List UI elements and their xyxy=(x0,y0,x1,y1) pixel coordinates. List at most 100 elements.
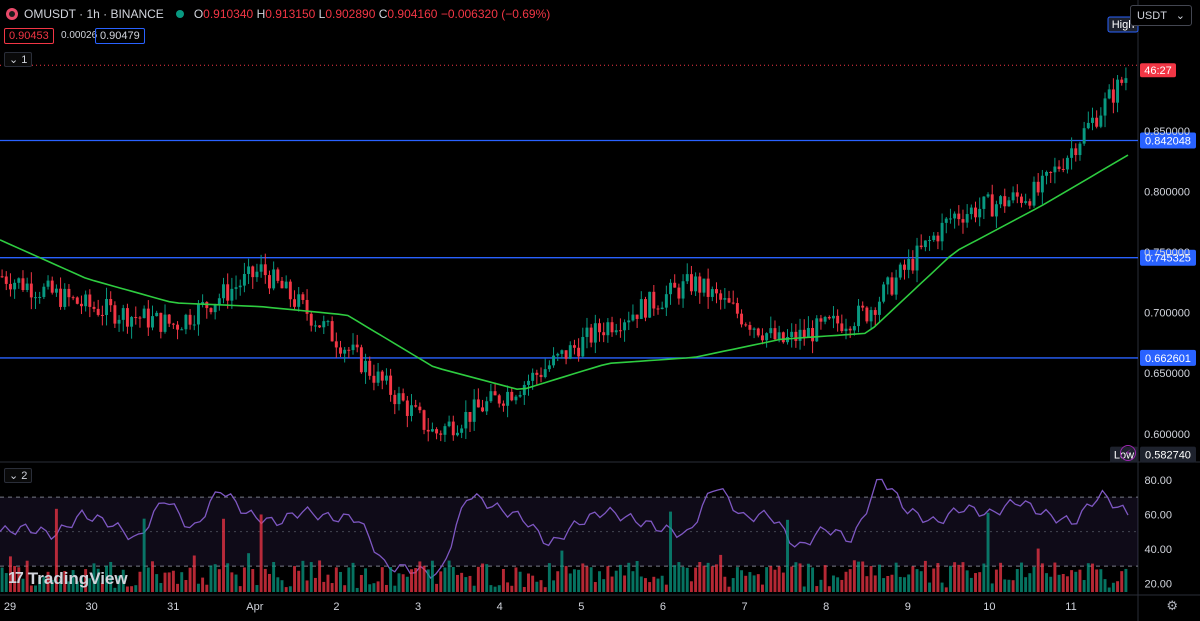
volume-bar xyxy=(1091,563,1094,592)
open-value: 0.910340 xyxy=(203,7,254,21)
volume-bar xyxy=(919,571,923,592)
volume-bar xyxy=(618,564,622,592)
candle-body xyxy=(631,314,635,321)
volume-bar xyxy=(823,565,827,592)
volume-bar xyxy=(1111,582,1115,592)
symbol-title[interactable]: OMUSDT · 1h · BINANCE xyxy=(24,7,164,21)
candle-body xyxy=(882,284,886,302)
candle-body xyxy=(301,294,305,300)
volume-bar xyxy=(188,567,192,592)
candle-body xyxy=(652,291,656,309)
lightning-icon[interactable]: ⚡ xyxy=(1120,445,1136,461)
volume-bar xyxy=(138,571,142,592)
volume-bar xyxy=(698,562,702,592)
volume-bar xyxy=(735,567,739,592)
volume-bar xyxy=(334,567,338,592)
candle-body xyxy=(201,302,205,305)
volume-bar xyxy=(50,579,54,592)
candle-body xyxy=(811,328,815,342)
candle-body xyxy=(121,308,125,320)
volume-bar xyxy=(234,574,238,592)
volume-bar xyxy=(794,562,798,592)
volume-bar xyxy=(155,574,159,592)
volume-bar xyxy=(911,566,915,592)
candle-body xyxy=(96,308,100,315)
volume-bar xyxy=(21,578,25,592)
price-tick-label: 0.650000 xyxy=(1144,368,1190,380)
volume-bar xyxy=(664,584,668,592)
volume-bar xyxy=(560,550,564,592)
volume-bar xyxy=(777,566,781,592)
candle-body xyxy=(890,277,894,295)
volume-bar xyxy=(669,511,672,592)
candle-body xyxy=(915,245,919,271)
volume-bar xyxy=(42,576,46,592)
buy-price-button[interactable]: 0.90479 xyxy=(95,28,145,44)
volume-bar xyxy=(38,576,42,592)
candle-body xyxy=(806,328,810,337)
candle-body xyxy=(911,259,915,271)
volume-bar xyxy=(1070,570,1074,592)
volume-bar xyxy=(948,565,952,592)
currency-selector[interactable]: USDT ⌄ xyxy=(1129,5,1192,26)
volume-bar xyxy=(543,587,547,592)
candle-body xyxy=(539,374,543,378)
candle-body xyxy=(171,323,175,325)
price-tick-label: 0.800000 xyxy=(1144,186,1190,198)
candle-body xyxy=(309,313,313,326)
volume-bar xyxy=(389,567,393,592)
candle-body xyxy=(393,394,397,405)
volume-bar xyxy=(105,565,108,592)
tradingview-logo[interactable]: 17 TradingView xyxy=(8,569,128,589)
candle-body xyxy=(330,321,334,342)
x-tick-label: 30 xyxy=(85,601,97,613)
candle-body xyxy=(765,333,769,341)
candle-body xyxy=(54,288,58,293)
volume-bar xyxy=(760,584,764,592)
volume-bar xyxy=(201,577,205,592)
volume-bar xyxy=(994,569,998,592)
x-tick-label: 7 xyxy=(741,601,747,613)
volume-bar xyxy=(857,561,860,592)
candle-body xyxy=(497,395,501,404)
volume-bar xyxy=(468,575,472,592)
candle-body xyxy=(180,329,184,331)
volume-bar xyxy=(125,586,129,592)
volume-bar xyxy=(75,581,79,592)
volume-bar xyxy=(222,518,225,592)
volume-bar xyxy=(940,582,944,592)
volume-bar xyxy=(284,587,288,592)
rsi-pane-toggle[interactable]: ⌄ 2 xyxy=(4,468,33,483)
main-pane-count: 1 xyxy=(21,54,28,66)
volume-bar xyxy=(518,571,522,592)
candle-body xyxy=(719,293,723,300)
candle-body xyxy=(677,287,681,299)
candle-body xyxy=(748,325,752,330)
candle-body xyxy=(577,347,581,357)
candle-body xyxy=(877,301,881,315)
gear-icon[interactable]: ⚙ xyxy=(1166,598,1178,613)
volume-bar xyxy=(217,569,221,592)
candle-body xyxy=(769,328,773,334)
x-tick-label: Apr xyxy=(246,601,263,613)
main-pane-toggle[interactable]: ⌄ 1 xyxy=(4,52,33,67)
candle-body xyxy=(368,360,372,376)
candle-body xyxy=(443,426,447,435)
candle-body xyxy=(109,298,113,306)
x-tick-label: 3 xyxy=(415,601,421,613)
candle-body xyxy=(1074,148,1078,156)
candle-body xyxy=(355,344,359,348)
candle-body xyxy=(242,273,246,286)
volume-bar xyxy=(276,577,280,592)
candle-body xyxy=(861,305,865,308)
volume-bar xyxy=(301,560,305,592)
candle-body xyxy=(460,428,464,433)
candle-body xyxy=(117,319,121,324)
sell-price-button[interactable]: 0.90453 xyxy=(4,28,54,44)
candle-body xyxy=(146,308,150,328)
candle-body xyxy=(848,328,852,331)
volume-bar xyxy=(25,560,29,592)
volume-bar xyxy=(159,583,163,592)
candle-body xyxy=(957,213,961,220)
